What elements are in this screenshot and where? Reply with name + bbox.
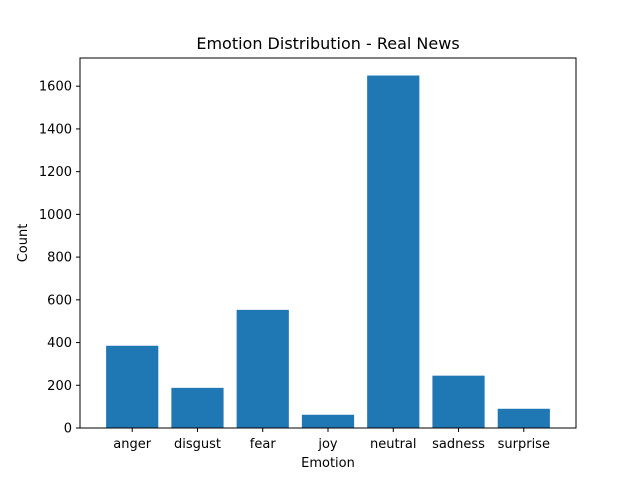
x-axis-label: Emotion — [301, 456, 355, 471]
y-tick-label: 200 — [47, 379, 72, 394]
x-axis-ticks: anger disgust fear joy neutral sadness surpris… — [113, 428, 550, 452]
y-tick-label: 800 — [47, 251, 72, 266]
y-tick-label: 1600 — [39, 80, 72, 95]
y-tick-label: 0 — [64, 422, 72, 437]
plot-frame — [79, 57, 577, 429]
x-tick-label: anger — [113, 437, 151, 452]
x-tick-label: fear — [250, 437, 277, 452]
y-tick-label: 400 — [47, 336, 72, 351]
y-axis-label: Count — [16, 224, 31, 263]
x-tick-label: surprise — [498, 437, 550, 452]
x-tick-label: disgust — [174, 437, 221, 452]
chart-title: Emotion Distribution - Real News — [196, 34, 459, 53]
bar-fear — [236, 309, 289, 428]
y-axis-ticks: 0 200 400 600 800 1000 1200 1400 1600 — [39, 80, 80, 437]
bar-joy — [301, 414, 355, 428]
y-tick-label: 1400 — [39, 122, 72, 137]
x-tick-label: neutral — [370, 437, 417, 452]
bars-group — [106, 75, 550, 428]
y-tick-label: 1200 — [39, 165, 72, 180]
bar-anger — [106, 345, 159, 428]
x-tick-label: joy — [317, 437, 338, 452]
y-tick-label: 600 — [47, 293, 72, 308]
bar-disgust — [171, 387, 224, 428]
bar-neutral — [367, 75, 420, 428]
bar-surprise — [497, 408, 550, 428]
x-tick-label: sadness — [432, 437, 485, 452]
bar-sadness — [432, 375, 485, 428]
y-tick-label: 1000 — [39, 208, 72, 223]
